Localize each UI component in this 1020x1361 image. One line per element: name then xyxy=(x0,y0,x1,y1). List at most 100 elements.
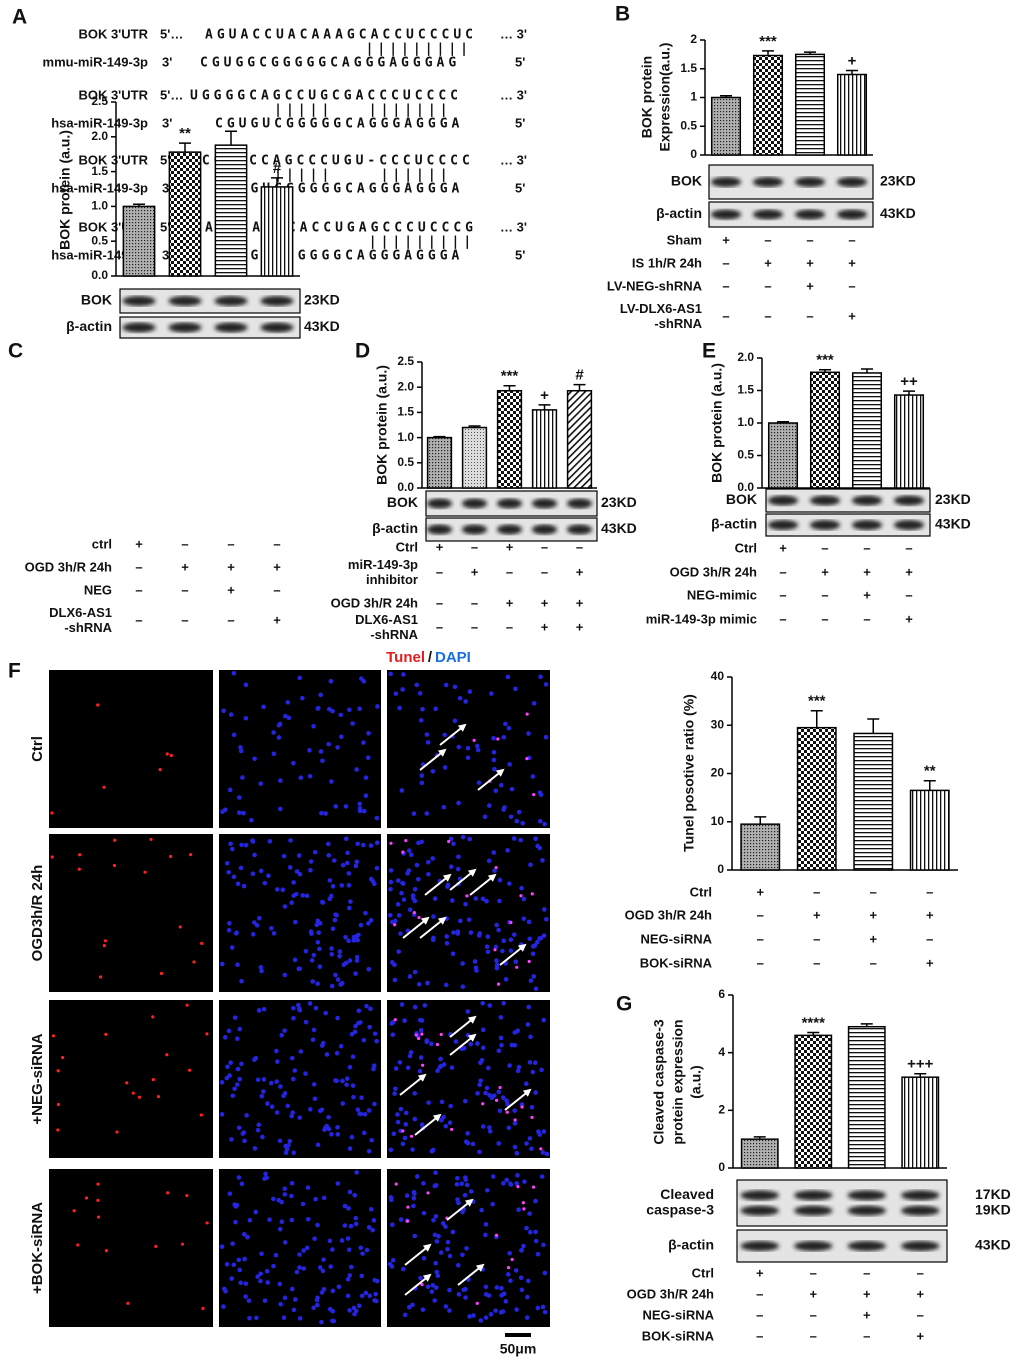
nucleus xyxy=(289,1286,295,1292)
blot-label: β-actin xyxy=(656,205,702,221)
panel-label: C xyxy=(8,340,23,363)
nucleus xyxy=(298,775,304,781)
panel-label: A xyxy=(12,6,27,29)
utr-sequence: AGUACCUACAAAGCACCUCCCUC xyxy=(205,28,477,43)
nucleus xyxy=(528,978,534,983)
nucleus xyxy=(311,952,317,958)
nucleus xyxy=(354,933,359,939)
nucleus xyxy=(478,1060,483,1066)
nucleus xyxy=(235,962,240,968)
condition-mark: – xyxy=(848,278,855,293)
nucleus xyxy=(412,1233,418,1239)
nucleus xyxy=(509,1042,515,1048)
nucleus xyxy=(532,943,538,948)
tunel-cell xyxy=(493,948,497,952)
bar xyxy=(214,144,248,277)
blot-size: 23KD xyxy=(935,491,971,507)
blot-band xyxy=(900,1241,940,1251)
nucleus xyxy=(468,1041,474,1047)
nucleus xyxy=(479,1207,484,1213)
condition-mark: – xyxy=(135,559,142,574)
nucleus xyxy=(239,1181,245,1187)
blot-band xyxy=(122,322,156,333)
nucleus xyxy=(243,1281,249,1286)
nucleus xyxy=(431,914,436,919)
nucleus xyxy=(347,958,353,963)
nucleus xyxy=(450,951,456,957)
nucleus xyxy=(346,883,352,888)
nucleus xyxy=(414,1174,420,1179)
nucleus xyxy=(297,1265,302,1270)
nucleus xyxy=(539,1174,545,1179)
y-tick-label: 0.0 xyxy=(91,268,108,282)
nucleus xyxy=(521,896,527,902)
tunel-cell xyxy=(522,1207,526,1211)
nucleus xyxy=(410,1147,415,1152)
blot-band xyxy=(900,1190,940,1201)
nucleus xyxy=(319,810,324,816)
condition-mark: + xyxy=(227,559,235,574)
nucleus xyxy=(408,852,414,858)
nucleus xyxy=(354,767,359,772)
nucleus xyxy=(486,803,492,808)
nucleus xyxy=(252,852,257,858)
blot-band xyxy=(851,520,883,530)
nucleus xyxy=(238,865,244,871)
tunel-cell xyxy=(50,855,54,859)
nucleus xyxy=(363,793,369,799)
nucleus xyxy=(297,871,303,877)
nucleus xyxy=(507,1250,512,1256)
nucleus xyxy=(277,1138,283,1144)
nucleus xyxy=(229,1137,234,1142)
nucleus xyxy=(390,1032,396,1037)
nucleus xyxy=(524,1225,529,1231)
mirna-sequence: CGUGUCGGGGGCAGGGAGGGA xyxy=(215,117,463,132)
nucleus xyxy=(292,919,298,925)
nucleus xyxy=(402,1018,407,1023)
bar xyxy=(794,53,826,156)
nucleus xyxy=(316,930,322,935)
condition-mark: + xyxy=(863,564,871,579)
nucleus xyxy=(330,1308,335,1314)
blot-band xyxy=(847,1205,887,1216)
nucleus xyxy=(388,886,393,892)
nucleus xyxy=(524,1081,529,1087)
error-bar xyxy=(754,816,767,825)
tunel-cell xyxy=(96,1182,100,1186)
error-bar xyxy=(861,368,873,373)
nucleus xyxy=(412,1091,417,1096)
nucleus xyxy=(350,1054,356,1060)
arrow xyxy=(419,748,447,771)
nucleus xyxy=(361,808,367,814)
nucleus xyxy=(243,1294,248,1299)
nucleus xyxy=(342,1223,348,1228)
nucleus xyxy=(219,1080,225,1085)
tunel-cell xyxy=(516,1185,520,1189)
nucleus xyxy=(326,706,332,712)
nucleus xyxy=(273,1252,279,1258)
nucleus xyxy=(477,1082,482,1088)
nucleus xyxy=(500,948,505,954)
tunel-cell xyxy=(416,1036,421,1041)
tunel-cell xyxy=(393,1018,397,1022)
nucleus xyxy=(430,1282,436,1288)
nucleus xyxy=(315,981,320,987)
nucleus xyxy=(507,881,512,886)
nucleus xyxy=(484,1085,490,1091)
nucleus xyxy=(253,1055,259,1061)
blot-size: 19KD xyxy=(975,1201,1011,1217)
panel-label: F xyxy=(8,660,21,683)
error-bar xyxy=(914,1072,927,1078)
error-bar xyxy=(753,1136,766,1140)
nucleus xyxy=(488,691,494,696)
tunel-cell xyxy=(72,1209,76,1213)
tunel-cell xyxy=(439,1032,443,1037)
significance-label: *** xyxy=(816,352,834,369)
condition-mark: – xyxy=(181,612,188,627)
nucleus xyxy=(353,1023,358,1029)
nucleus xyxy=(464,1246,469,1251)
nucleus xyxy=(255,1077,261,1083)
condition-mark: – xyxy=(471,539,478,554)
arrow xyxy=(477,768,505,791)
y-tick-label: 4 xyxy=(718,1045,725,1059)
